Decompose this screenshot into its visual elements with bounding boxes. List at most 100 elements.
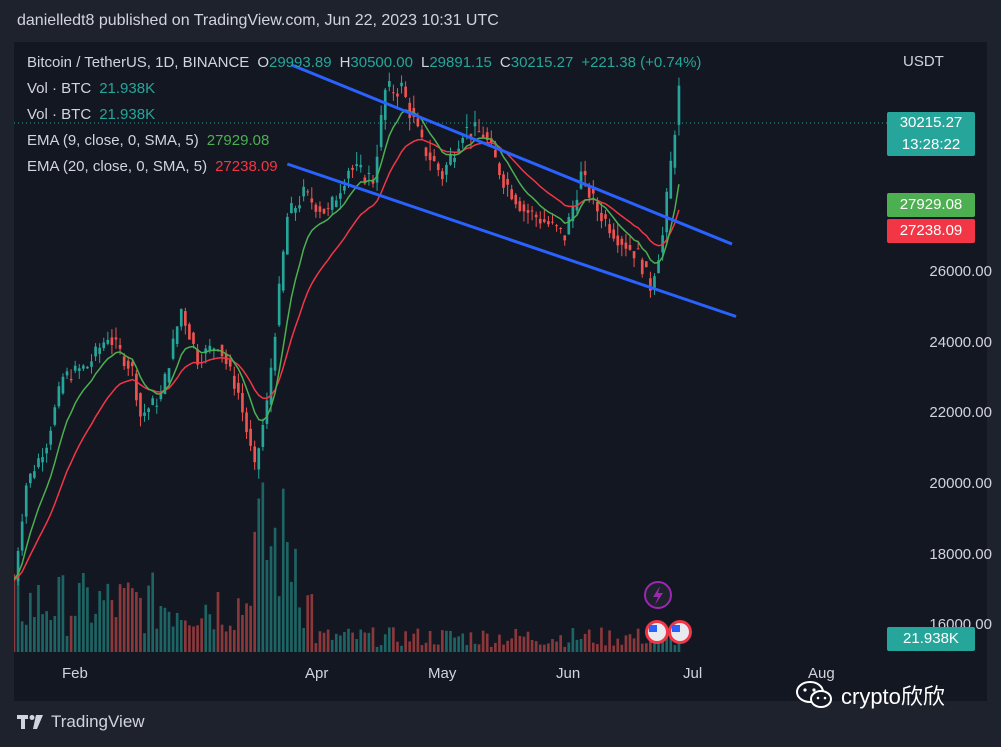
volume-bar	[245, 603, 248, 652]
candle	[367, 173, 371, 175]
vol2-label: Vol · BTC	[27, 106, 92, 123]
volume-bar	[530, 639, 534, 652]
volume-bar	[379, 645, 383, 652]
volume-legend-1[interactable]: Vol · BTC 21.938K	[27, 80, 155, 97]
candle	[632, 251, 636, 259]
candle	[273, 336, 277, 371]
volume-bar	[41, 614, 44, 652]
candle	[583, 170, 587, 176]
candle	[587, 186, 591, 198]
event-icons[interactable]	[644, 581, 692, 644]
ema9-legend[interactable]: EMA (9, close, 0, SMA, 5) 27929.08	[27, 132, 269, 149]
candle	[608, 224, 611, 234]
candle	[241, 393, 244, 413]
candle	[339, 193, 342, 199]
lower-trendline	[286, 162, 737, 318]
candle	[28, 473, 32, 484]
candle	[567, 217, 571, 235]
candle	[579, 171, 583, 189]
volume-bar	[179, 619, 183, 652]
volume-bar	[241, 615, 244, 652]
candle	[306, 191, 310, 193]
candle	[379, 114, 383, 148]
candle	[445, 164, 448, 175]
candle	[506, 178, 509, 185]
price-tick: 26000.00	[929, 263, 992, 280]
candle	[277, 283, 281, 326]
volume-bar	[371, 627, 375, 652]
volume-legend-2[interactable]: Vol · BTC 21.938K	[27, 106, 155, 123]
volume-bar	[135, 592, 138, 652]
candle	[310, 198, 314, 203]
ohlc-legend[interactable]: Bitcoin / TetherUS, 1D, BINANCE O29993.8…	[27, 54, 701, 71]
candle	[208, 345, 212, 351]
candle	[591, 188, 595, 194]
candle	[130, 362, 134, 367]
candle	[114, 337, 118, 340]
candle	[604, 214, 607, 219]
tradingview-logo[interactable]: TradingView	[17, 712, 145, 732]
candle	[171, 338, 175, 359]
candle	[184, 311, 187, 326]
candle	[432, 156, 436, 162]
candle	[86, 366, 89, 369]
ema20-legend[interactable]: EMA (20, close, 0, SMA, 5) 27238.09	[27, 158, 278, 175]
volume-bar	[314, 643, 318, 652]
volume-bar	[253, 531, 257, 652]
volume-bar	[583, 633, 587, 652]
volume-bar	[408, 641, 412, 652]
volume-bar	[551, 639, 554, 652]
candle	[257, 448, 261, 470]
candle	[355, 164, 358, 166]
volume-bar	[383, 634, 387, 652]
volume-bar	[69, 615, 73, 652]
volume-bar	[298, 607, 301, 652]
volume-bar	[49, 620, 53, 652]
symbol-title[interactable]: Bitcoin / TetherUS, 1D, BINANCE	[27, 54, 250, 71]
volume-bar	[514, 628, 518, 652]
volume-bar	[65, 635, 69, 652]
candle	[53, 407, 57, 425]
candle	[477, 131, 481, 133]
volume-bar	[547, 643, 550, 652]
volume-bar	[628, 634, 632, 652]
volume-bar	[596, 644, 599, 652]
footer	[0, 701, 1001, 747]
upper-trendline	[290, 63, 733, 246]
candle	[359, 164, 363, 168]
candle	[485, 132, 489, 141]
vol1-value: 21.938K	[99, 80, 156, 97]
volume-bar	[506, 640, 509, 652]
candle	[677, 85, 681, 125]
candle	[375, 156, 379, 183]
volume-bar	[310, 594, 314, 652]
candle	[351, 167, 354, 170]
candle	[281, 251, 285, 291]
volume-bar	[600, 627, 603, 652]
candle	[249, 428, 252, 446]
volume-bar	[343, 631, 346, 652]
vol2-value: 21.938K	[99, 106, 156, 123]
currency-label[interactable]: USDT	[903, 53, 944, 70]
volume-bar	[143, 633, 146, 652]
candle	[469, 133, 473, 138]
volume-bar	[73, 615, 77, 652]
volume-bar	[318, 631, 322, 652]
volume-bar	[171, 626, 175, 652]
volume-bar	[82, 572, 85, 652]
volume-bar	[534, 641, 538, 652]
volume-bar	[579, 638, 583, 652]
ema9-label: EMA (9, close, 0, SMA, 5)	[27, 132, 199, 149]
candle	[498, 163, 501, 176]
volume-bar	[216, 592, 220, 652]
volume-bar	[261, 482, 265, 652]
candle	[392, 92, 395, 94]
candle	[387, 81, 391, 87]
volume-bar	[330, 639, 334, 652]
last-price-value: 30215.27	[899, 114, 963, 131]
price-chart[interactable]	[14, 42, 887, 652]
volume-bar	[522, 636, 526, 652]
volume-bar	[375, 646, 379, 652]
candle	[522, 204, 526, 212]
volume-bar	[640, 643, 644, 652]
